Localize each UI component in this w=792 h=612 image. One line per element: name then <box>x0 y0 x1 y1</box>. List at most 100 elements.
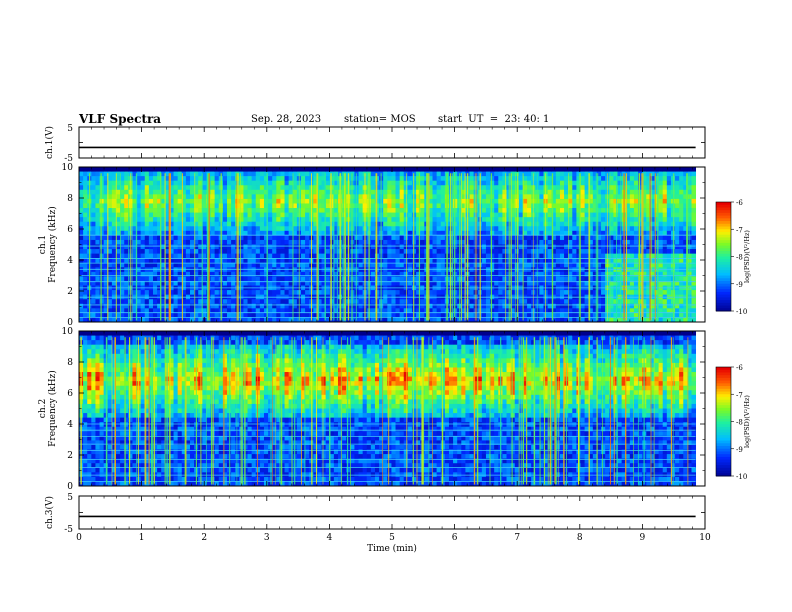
spectrogram-cell <box>580 312 586 318</box>
spectrogram-cell <box>120 189 125 195</box>
spectrogram-cell <box>638 249 643 255</box>
spectrogram-cell <box>321 308 327 314</box>
spectrogram-cell <box>432 276 438 282</box>
spectrogram-cell <box>551 271 557 277</box>
spectrogram-cell <box>255 303 261 309</box>
spectrogram-cell <box>268 280 273 286</box>
spectrogram-cell <box>317 176 322 182</box>
spectrogram-cell <box>642 290 647 296</box>
spectrogram-cell <box>527 262 532 268</box>
spectrogram-cell <box>342 167 347 172</box>
spectrogram-cell <box>650 280 655 286</box>
spectrogram-cell <box>490 235 495 241</box>
spectrogram-cell <box>247 189 253 195</box>
spectrogram-cell <box>387 198 392 204</box>
spectrogram-cell <box>124 203 129 209</box>
spectrogram-cell <box>288 280 294 286</box>
spectrogram-cell <box>173 280 179 286</box>
spectrogram-cell <box>333 267 339 273</box>
spectrogram-cell <box>564 208 569 213</box>
spectrogram-cell <box>601 235 606 241</box>
spectrogram-cell <box>210 262 216 268</box>
spectrogram-cell <box>185 290 191 296</box>
spectrogram-cell <box>292 312 298 318</box>
spectrogram-cell <box>391 217 396 223</box>
spectrogram-cell <box>514 249 520 255</box>
spectrogram-cell <box>387 217 392 223</box>
spectrogram-cell <box>300 203 306 209</box>
spectrogram-cell <box>440 244 446 250</box>
spectrogram-cell <box>514 203 520 209</box>
spectrogram-cell <box>416 308 421 314</box>
spectrogram-cell <box>481 262 487 268</box>
spectrogram-cell <box>395 203 401 209</box>
spectrogram-cell <box>592 276 598 282</box>
spectrogram-cell <box>202 290 207 296</box>
spectrogram-cell <box>132 253 137 259</box>
spectrogram-cell <box>432 167 438 172</box>
spectrogram-cell <box>140 253 146 259</box>
spectrogram-cell <box>436 290 442 296</box>
spectrogram-cell <box>572 198 577 204</box>
spectrogram-cell <box>132 212 137 218</box>
spectrogram-cell <box>79 230 84 236</box>
spectrogram-cell <box>629 258 635 264</box>
spectrogram-cell <box>395 212 401 218</box>
spectrogram-cell <box>440 262 446 268</box>
spectrogram-cell <box>169 280 174 286</box>
spectrogram-cell <box>194 194 199 200</box>
spectrogram-cell <box>374 167 380 172</box>
spectrogram-cell <box>288 249 294 255</box>
spectrogram-cell <box>198 180 203 186</box>
spectrogram-cell <box>469 198 475 204</box>
spectrogram-cell <box>157 226 162 232</box>
spectrogram-cell <box>243 235 248 241</box>
spectrogram-cell <box>181 235 187 241</box>
spectrogram-cell <box>136 308 142 314</box>
spectrogram-cell <box>350 253 355 259</box>
spectrogram-cell <box>222 189 228 195</box>
spectrogram-cell <box>654 230 660 236</box>
spectrogram-cell <box>399 230 405 236</box>
spectrogram-cell <box>490 258 495 264</box>
spectrogram-cell <box>568 194 573 200</box>
spectrogram-cell <box>387 290 392 296</box>
spectrogram-cell <box>251 308 257 314</box>
spectrogram-cell <box>490 271 495 277</box>
spectrogram-cell <box>617 267 623 273</box>
spectrogram-cell <box>559 208 565 213</box>
spectrogram-cell <box>633 230 639 236</box>
spectrogram-cell <box>494 299 499 305</box>
spectrogram-cell <box>580 208 586 213</box>
spectrogram-cell <box>535 198 540 204</box>
spectrogram-cell <box>576 198 581 204</box>
spectrogram-cell <box>169 176 174 182</box>
spectrogram-cell <box>576 226 581 232</box>
spectrogram-cell <box>181 299 187 305</box>
spectrogram-cell <box>547 217 553 223</box>
spectrogram-cell <box>510 167 516 172</box>
spectrogram-cell <box>617 189 623 195</box>
spectrogram-cell <box>194 308 199 314</box>
spectrogram-cell <box>259 235 265 241</box>
spectrogram-cell <box>132 312 137 318</box>
spectrogram-cell <box>194 198 199 204</box>
spectrogram-cell <box>116 312 121 318</box>
spectrogram-cell <box>185 312 191 318</box>
spectrogram-cell <box>189 271 195 277</box>
spectrogram-cell <box>251 230 257 236</box>
spectrogram-cell <box>95 208 100 213</box>
spectrogram-cell <box>350 267 355 273</box>
spectrogram-cell <box>580 249 586 255</box>
spectrogram-cell <box>268 290 273 296</box>
spectrogram-cell <box>231 253 236 259</box>
spectrogram-cell <box>276 290 281 296</box>
spectrogram-cell <box>481 180 487 186</box>
spectrogram-cell <box>613 239 618 245</box>
spectrogram-cell <box>169 303 174 309</box>
spectrogram-cell <box>658 299 664 305</box>
spectrogram-cell <box>161 198 166 204</box>
spectrogram-cell <box>399 280 405 286</box>
spectrogram-cell <box>181 244 187 250</box>
spectrogram-cell <box>325 267 331 273</box>
